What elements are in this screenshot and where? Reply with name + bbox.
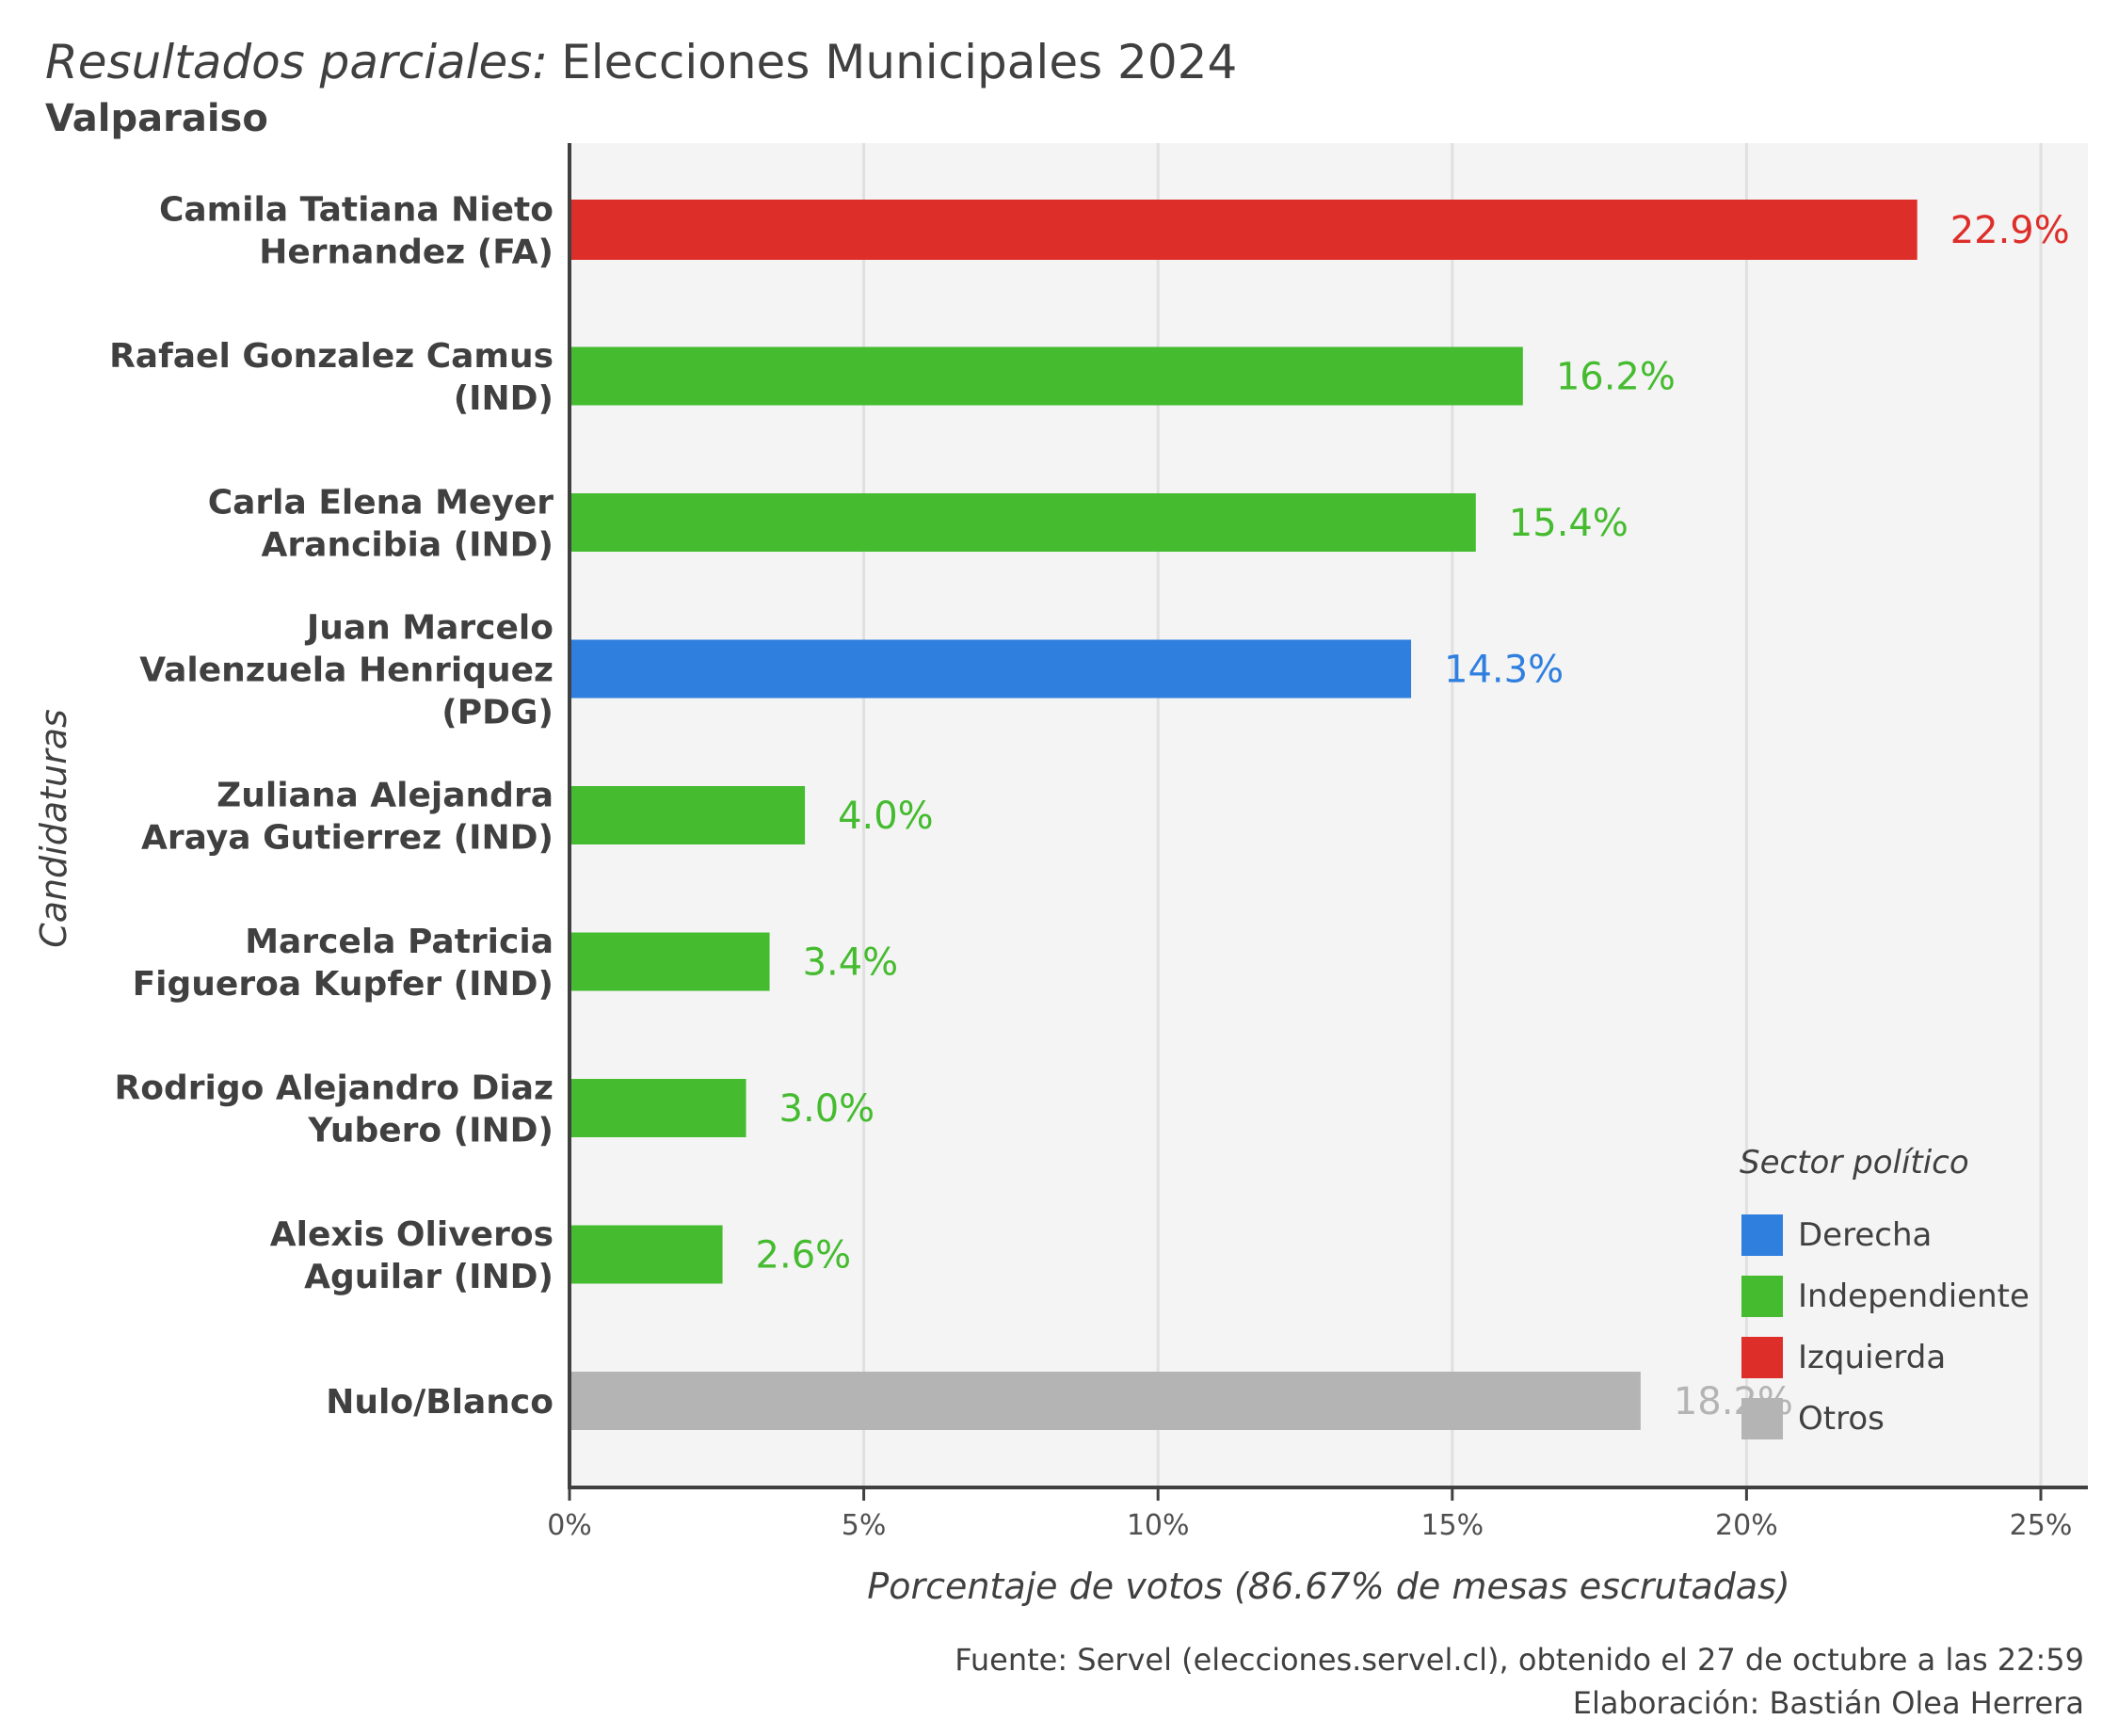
chart-title-italic: Resultados parciales: (45, 35, 549, 89)
x-tick-label: 5% (842, 1509, 887, 1542)
bar-value-label: 3.4% (803, 941, 899, 985)
legend-swatch (1741, 1337, 1783, 1378)
category-label: Figueroa Kupfer (IND) (133, 965, 554, 1004)
legend-swatch (1741, 1214, 1783, 1256)
y-axis-title: Candidaturas (33, 709, 74, 948)
x-tick-label: 10% (1127, 1509, 1190, 1542)
category-label: Alexis Oliveros (270, 1215, 554, 1254)
category-label: Juan Marcelo (304, 609, 554, 648)
category-label: Aguilar (IND) (304, 1258, 554, 1296)
category-label: (PDG) (441, 694, 554, 732)
category-label: Rodrigo Alejandro Diaz (115, 1069, 554, 1108)
legend-label: Otros (1798, 1400, 1885, 1438)
category-label: Camila Tatiana Nieto (159, 191, 554, 230)
bar (570, 200, 1917, 260)
bar (570, 493, 1476, 552)
bar-value-label: 15.4% (1509, 502, 1629, 545)
category-label: Rafael Gonzalez Camus (109, 337, 554, 376)
bar-value-label: 14.3% (1444, 649, 1564, 692)
category-label: Zuliana Alejandra (217, 777, 554, 815)
bar-value-label: 3.0% (779, 1087, 875, 1131)
legend-label: Independiente (1798, 1278, 2030, 1315)
category-label: Yubero (IND) (307, 1112, 554, 1150)
caption-source: Fuente: Servel (elecciones.servel.cl), o… (955, 1642, 2084, 1678)
category-label: Marcela Patricia (245, 923, 554, 961)
caption: Fuente: Servel (elecciones.servel.cl), o… (955, 1638, 2084, 1725)
x-tick-label: 20% (1715, 1509, 1778, 1542)
title-block: Resultados parciales: Elecciones Municipa… (45, 32, 1237, 145)
bar-value-label: 2.6% (756, 1234, 852, 1278)
chart-title: Resultados parciales: Elecciones Municipa… (45, 32, 1237, 92)
bar (570, 786, 806, 844)
bar-value-label: 4.0% (838, 795, 934, 838)
category-label: Nulo/Blanco (326, 1383, 554, 1422)
bar (570, 639, 1412, 699)
x-tick-label: 0% (547, 1509, 592, 1542)
chart-title-main: Elecciones Municipales 2024 (561, 35, 1238, 89)
category-label: Carla Elena Meyer (208, 484, 554, 522)
bar (570, 1372, 1641, 1430)
caption-author: Elaboración: Bastián Olea Herrera (1572, 1685, 2084, 1721)
legend-label: Derecha (1798, 1216, 1932, 1254)
x-tick-label: 15% (1420, 1509, 1484, 1542)
legend-swatch (1741, 1276, 1783, 1317)
legend-title: Sector político (1740, 1144, 1969, 1181)
category-label: (IND) (454, 379, 554, 418)
chart-subtitle: Valparaiso (45, 97, 268, 140)
category-label: Araya Gutierrez (IND) (141, 819, 554, 858)
category-label: Arancibia (IND) (262, 526, 554, 565)
bar (570, 346, 1523, 406)
bar (570, 1079, 746, 1137)
legend-swatch (1741, 1398, 1783, 1439)
x-tick-label: 25% (2010, 1509, 2073, 1542)
category-label: Valenzuela Henriquez (139, 651, 554, 690)
bar (570, 1225, 723, 1284)
category-label: Hernandez (FA) (259, 233, 554, 272)
x-axis-title: Porcentaje de votos (86.67% de mesas esc… (867, 1566, 1789, 1607)
bar-value-label: 16.2% (1556, 356, 1676, 399)
bar-value-label: 22.9% (1950, 209, 2070, 252)
bar (570, 932, 770, 991)
legend-label: Izquierda (1798, 1339, 1946, 1376)
